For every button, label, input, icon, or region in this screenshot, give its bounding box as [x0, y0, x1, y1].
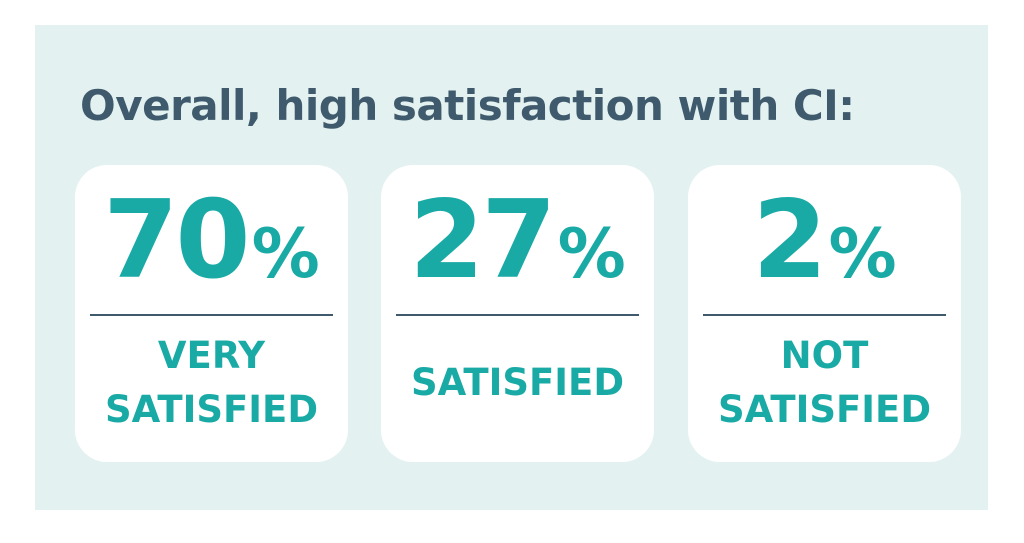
stat-number: 70 [103, 178, 250, 303]
label-line: VERY [157, 334, 266, 377]
label-line: SATISFIED [104, 388, 319, 431]
stat-label: VERY SATISFIED [75, 328, 348, 438]
stat-number: 2 [752, 178, 827, 303]
stat-unit: % [251, 215, 320, 294]
stat-card: 27% SATISFIED [381, 165, 654, 462]
stat-card: 70% VERY SATISFIED [75, 165, 348, 462]
stat-unit: % [557, 215, 626, 294]
divider [703, 314, 946, 316]
divider [396, 314, 639, 316]
stat-label: SATISFIED [381, 328, 654, 438]
stat-label: NOT SATISFIED [688, 328, 961, 438]
title: Overall, high satisfaction with CI: [80, 81, 855, 130]
divider [90, 314, 333, 316]
panel: Overall, high satisfaction with CI: 70% V… [35, 25, 988, 510]
label-line: SATISFIED [717, 388, 932, 431]
stat-value: 70% [75, 187, 348, 295]
label-line: SATISFIED [410, 361, 625, 404]
stat-value: 2% [688, 187, 961, 295]
stat-value: 27% [381, 187, 654, 295]
label-line: NOT [780, 334, 869, 377]
stat-card: 2% NOT SATISFIED [688, 165, 961, 462]
stat-unit: % [828, 215, 897, 294]
stat-number: 27 [409, 178, 556, 303]
